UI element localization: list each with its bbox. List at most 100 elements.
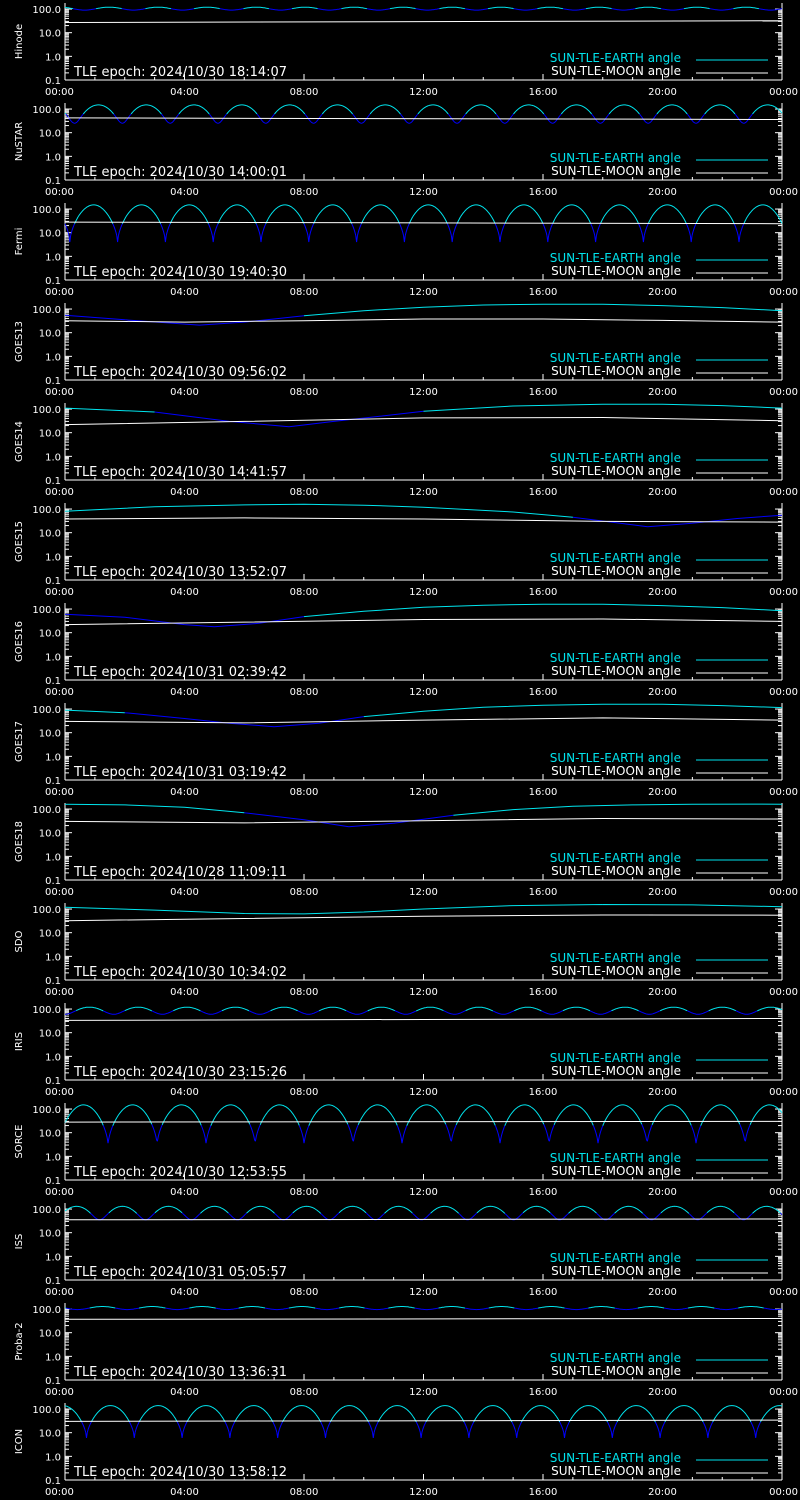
tle-epoch-label: TLE epoch: 2024/10/30 14:41:57 — [73, 465, 287, 480]
x-tick-label: 16:00 — [529, 787, 558, 798]
y-tick-label: 0.1 — [45, 576, 61, 587]
x-tick-label: 00:00 — [769, 1087, 798, 1098]
y-tick-label: 100.0 — [32, 505, 61, 516]
satellite-name-label: IRIS — [14, 1032, 25, 1051]
legend-earth-label: SUN-TLE-EARTH angle — [550, 1451, 681, 1465]
chart-panel-13: 100.010.01.00.100:00 04:00 08:00 12:00 16:00… — [14, 1303, 798, 1398]
x-tick-label: 04:00 — [170, 187, 199, 198]
x-tick-label: 04:00 — [170, 1087, 199, 1098]
y-tick-label: 1.0 — [45, 252, 61, 263]
sun-tle-earth-angle-line-shadow — [64, 223, 745, 243]
y-tick-label: 100.0 — [32, 205, 61, 216]
x-tick-label: 20:00 — [648, 987, 677, 998]
y-tick-label: 10.0 — [39, 129, 61, 140]
y-tick-label: 0.1 — [45, 1176, 61, 1187]
y-tick-label: 1.0 — [45, 1152, 61, 1163]
sun-tle-moon-angle-line — [64, 618, 783, 626]
x-tick-label: 04:00 — [170, 1387, 199, 1398]
y-tick-label: 0.1 — [45, 276, 61, 287]
x-tick-label: 04:00 — [170, 1187, 199, 1198]
sun-tle-moon-angle-line — [64, 717, 783, 724]
x-tick-label: 20:00 — [648, 887, 677, 898]
x-tick-label: 20:00 — [648, 487, 677, 498]
y-tick-label: 10.0 — [39, 529, 61, 540]
x-tick-label: 00:00 — [45, 1087, 74, 1098]
axes — [64, 1003, 783, 1081]
x-tick-label: 08:00 — [290, 1487, 319, 1498]
sun-tle-moon-angle-line — [64, 20, 783, 23]
sun-tle-earth-angle-line — [64, 1405, 783, 1423]
x-tick-label: 20:00 — [648, 1087, 677, 1098]
satellite-name-label: SDO — [14, 930, 25, 952]
y-tick-label: 100.0 — [32, 705, 61, 716]
y-tick-label: 100.0 — [32, 1405, 61, 1416]
y-tick-label: 10.0 — [39, 1029, 61, 1040]
x-tick-label: 16:00 — [529, 987, 558, 998]
y-tick-label: 100.0 — [32, 805, 61, 816]
y-tick-label: 1.0 — [45, 552, 61, 563]
y-tick-label: 10.0 — [39, 1329, 61, 1340]
legend-earth-label: SUN-TLE-EARTH angle — [550, 851, 681, 865]
satellite-name-label: GOES18 — [14, 821, 25, 862]
sun-tle-moon-angle-line — [64, 1318, 783, 1320]
sun-tle-earth-angle-line — [64, 803, 783, 816]
y-tick-label: 0.1 — [45, 976, 61, 987]
x-tick-label: 00:00 — [769, 387, 798, 398]
x-tick-label: 00:00 — [769, 87, 798, 98]
legend-earth-label: SUN-TLE-EARTH angle — [550, 1151, 681, 1165]
x-tick-label: 16:00 — [529, 887, 558, 898]
tle-epoch-label: TLE epoch: 2024/10/30 19:40:30 — [73, 265, 287, 280]
sun-tle-moon-angle-line — [64, 517, 783, 523]
tle-epoch-label: TLE epoch: 2024/10/30 18:14:07 — [73, 65, 287, 80]
satellite-name-label: GOES14 — [14, 421, 25, 462]
x-tick-label: 12:00 — [409, 687, 438, 698]
legend-moon-label: SUN-TLE-MOON angle — [551, 164, 681, 178]
satellite-name-label: ICON — [14, 1429, 25, 1454]
legend-earth-label: SUN-TLE-EARTH angle — [550, 51, 681, 65]
x-tick-label: 04:00 — [170, 87, 199, 98]
axes — [64, 3, 783, 81]
sun-tle-earth-angle-line — [64, 503, 573, 518]
x-tick-label: 00:00 — [45, 287, 74, 298]
y-tick-label: 100.0 — [32, 105, 61, 116]
x-tick-label: 12:00 — [409, 787, 438, 798]
x-tick-label: 12:00 — [409, 1487, 438, 1498]
sun-tle-earth-angle-line-shadow — [65, 113, 753, 124]
y-tick-label: 0.1 — [45, 776, 61, 787]
y-tick-label: 1.0 — [45, 652, 61, 663]
sun-tle-earth-angle-line — [64, 104, 783, 115]
x-tick-label: 00:00 — [769, 987, 798, 998]
y-tick-label: 10.0 — [39, 929, 61, 940]
legend-earth-label: SUN-TLE-EARTH angle — [550, 151, 681, 165]
legend-earth-label: SUN-TLE-EARTH angle — [550, 351, 681, 365]
y-tick-label: 10.0 — [39, 1429, 61, 1440]
sun-tle-moon-angle-line — [64, 221, 783, 225]
tle-epoch-label: TLE epoch: 2024/10/31 03:19:42 — [73, 765, 287, 780]
y-tick-label: 10.0 — [39, 829, 61, 840]
x-tick-label: 04:00 — [170, 487, 199, 498]
chart-panel-7: 100.010.01.00.100:00 04:00 08:00 12:00 16:00… — [14, 703, 798, 798]
x-tick-label: 00:00 — [769, 1387, 798, 1398]
x-tick-label: 20:00 — [648, 687, 677, 698]
x-tick-label: 08:00 — [290, 1287, 319, 1298]
x-tick-label: 08:00 — [290, 187, 319, 198]
sun-tle-earth-angle-line-shadow — [81, 1421, 761, 1438]
x-tick-label: 04:00 — [170, 987, 199, 998]
x-tick-label: 04:00 — [170, 887, 199, 898]
x-tick-label: 12:00 — [409, 187, 438, 198]
x-tick-label: 20:00 — [648, 1387, 677, 1398]
satellite-name-label: GOES17 — [14, 721, 25, 762]
legend-earth-label: SUN-TLE-EARTH angle — [550, 1351, 681, 1365]
legend-moon-label: SUN-TLE-MOON angle — [551, 264, 681, 278]
x-tick-label: 12:00 — [409, 1087, 438, 1098]
sun-tle-earth-angle-line — [303, 603, 783, 618]
legend-moon-label: SUN-TLE-MOON angle — [551, 664, 681, 678]
legend-earth-label: SUN-TLE-EARTH angle — [550, 651, 681, 665]
legend-moon-label: SUN-TLE-MOON angle — [551, 764, 681, 778]
x-tick-label: 00:00 — [45, 87, 74, 98]
